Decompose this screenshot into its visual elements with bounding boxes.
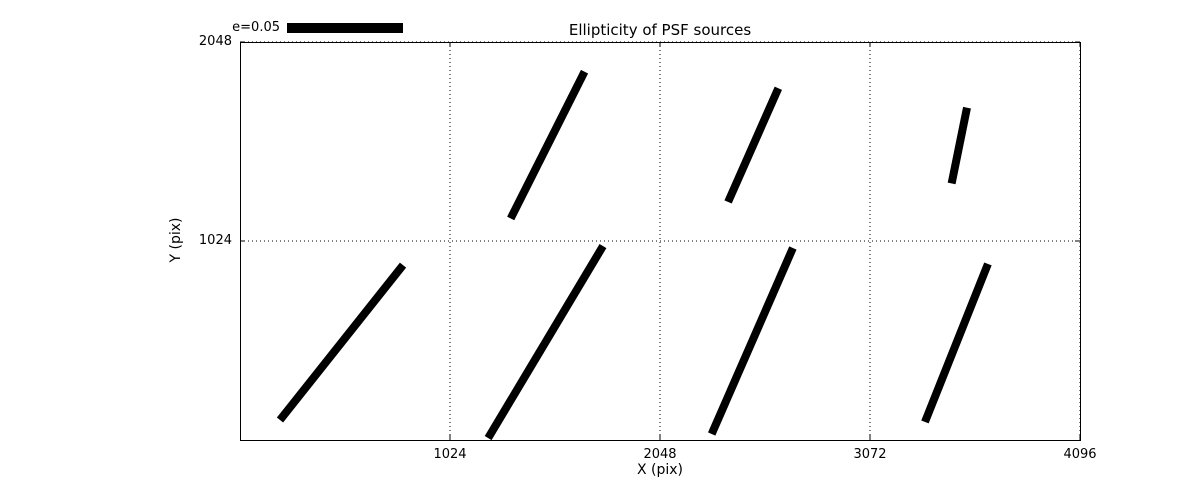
ellipticity-whisker — [921, 262, 992, 424]
ellipticity-whisker — [507, 69, 589, 221]
ellipticity-whisker — [484, 243, 607, 441]
ellipticity-whisker — [708, 246, 797, 436]
legend-label: e=0.05 — [232, 20, 280, 35]
chart-title: Ellipticity of PSF sources — [568, 21, 752, 39]
ellipticity-whisker — [947, 106, 971, 185]
ellipticity-whisker — [276, 262, 407, 423]
x-tick-label: 3072 — [853, 447, 887, 462]
x-tick-label: 4096 — [1063, 447, 1097, 462]
legend-key-bar — [287, 23, 403, 33]
y-tick-label: 1024 — [198, 233, 232, 248]
x-tick-label: 1024 — [433, 447, 467, 462]
x-tick-label: 2048 — [643, 447, 677, 462]
x-axis-label: X (pix) — [636, 462, 684, 478]
ellipticity-whisker — [724, 86, 782, 204]
y-tick-label: 2048 — [198, 34, 232, 49]
